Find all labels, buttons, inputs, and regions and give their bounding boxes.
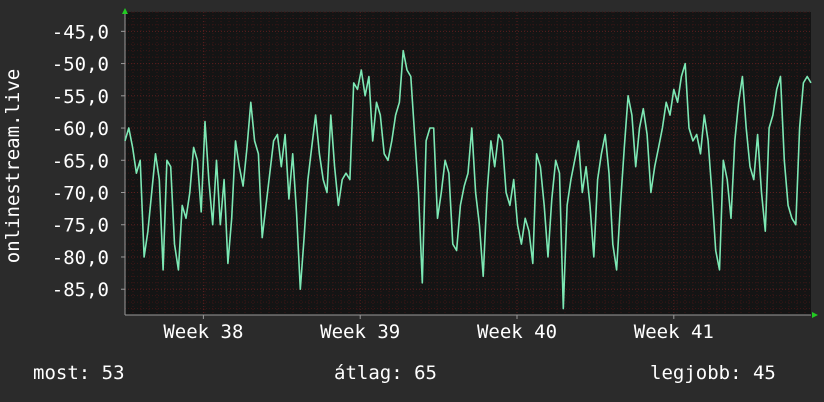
- y-tick-label: -75,0: [52, 215, 109, 237]
- y-tick-label: -70,0: [52, 183, 109, 205]
- x-axis-ticks: Week 38 Week 39 Week 40 Week 41: [163, 315, 714, 343]
- y-axis-ticks: -45,0 -50,0 -55,0 -60,0 -65,0 -70,0 -75,0 -80,0…: [52, 21, 125, 301]
- y-axis-label: onlinestream.live: [2, 69, 24, 263]
- stat-current: most: 53: [33, 362, 125, 384]
- stat-average: átlag: 65: [334, 362, 437, 384]
- vertical-gridlines: [132, 12, 806, 315]
- y-axis-arrow-icon: [122, 8, 128, 14]
- y-tick-label: -45,0: [52, 21, 109, 43]
- x-tick-label: Week 39: [320, 321, 400, 343]
- x-tick-label: Week 40: [477, 321, 557, 343]
- y-tick-label: -65,0: [52, 150, 109, 172]
- x-tick-label: Week 38: [163, 321, 243, 343]
- y-tick-label: -60,0: [52, 118, 109, 140]
- x-axis-arrow-icon: [812, 312, 818, 318]
- x-tick-label: Week 41: [634, 321, 714, 343]
- y-tick-label: -55,0: [52, 86, 109, 108]
- stat-best: legjobb: 45: [650, 362, 776, 384]
- series-line: [124, 49, 812, 310]
- horizontal-gridlines: [125, 11, 811, 316]
- y-tick-label: -85,0: [52, 279, 109, 301]
- y-tick-label: -80,0: [52, 247, 109, 269]
- y-tick-label: -50,0: [52, 54, 109, 76]
